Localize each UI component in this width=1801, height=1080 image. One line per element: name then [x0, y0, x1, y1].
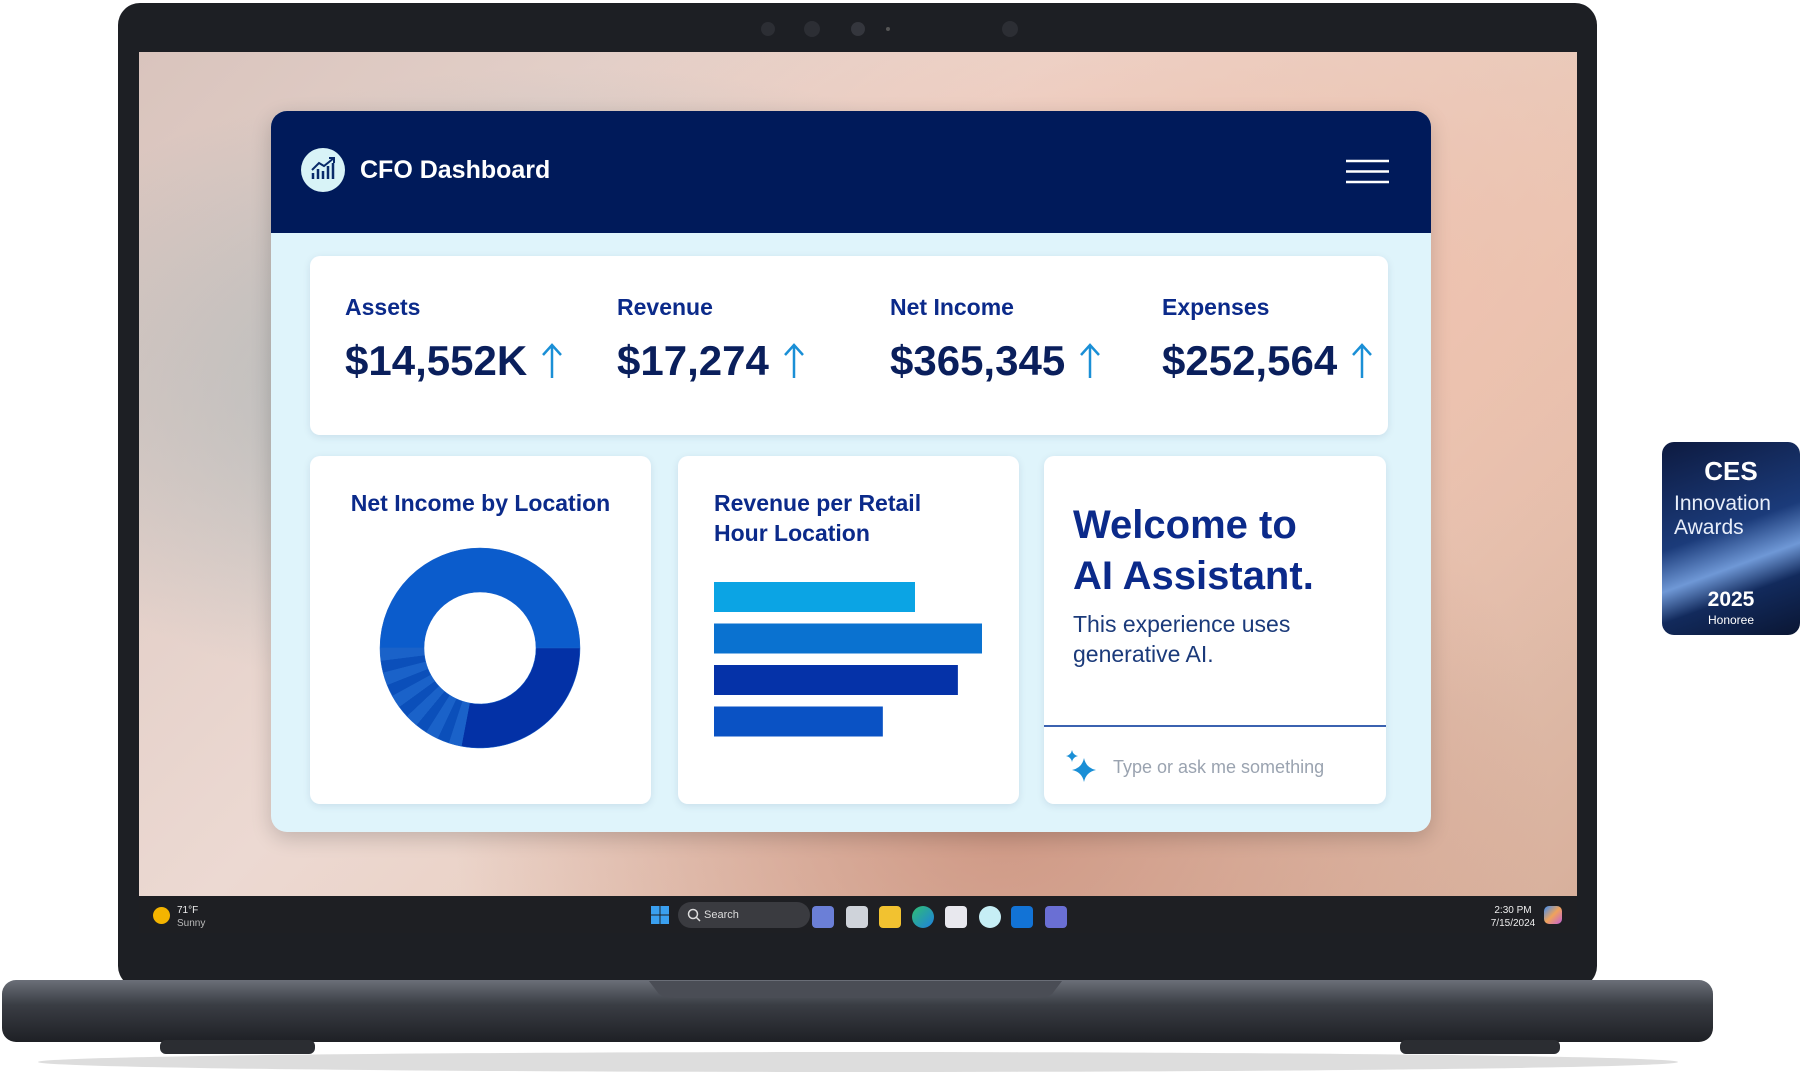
start-button[interactable] [651, 906, 669, 924]
foot [160, 1040, 315, 1054]
sensor [1002, 21, 1018, 37]
app-icon[interactable] [1045, 906, 1067, 928]
app-icon[interactable] [979, 906, 1001, 928]
kpi-value: $252,564 [1162, 337, 1338, 384]
base [2, 980, 1713, 1042]
trend-arrow [1080, 343, 1101, 378]
award-badge: CES Innovation Awards 2025 Honoree [1662, 442, 1800, 635]
foot [1400, 1040, 1560, 1054]
bar [714, 706, 883, 737]
kpi: Assets $14,552K [345, 294, 605, 385]
donut-slice [460, 647, 581, 749]
kpi-value: $17,274 [617, 337, 769, 384]
copilot-icon[interactable] [1544, 906, 1562, 924]
led [886, 27, 890, 31]
weather-icon[interactable] [153, 907, 170, 924]
logo [301, 148, 345, 192]
badge-status: Honoree [1707, 613, 1755, 627]
separator [1044, 725, 1386, 727]
bar-chart [714, 582, 982, 737]
clock-date: 7/15/2024 [1490, 918, 1536, 929]
camera [851, 22, 865, 36]
temperature: 71°F [177, 905, 199, 916]
app-icon[interactable] [846, 906, 868, 928]
chart-title: Net Income by Location [350, 490, 611, 516]
header: CFO Dashboard [271, 111, 1431, 233]
kpi-label: Expenses [1162, 294, 1270, 320]
app-icon[interactable] [1011, 906, 1033, 928]
app-title: CFO Dashboard [360, 156, 551, 184]
chart-card: Revenue per Retail Hour Location [678, 456, 1019, 804]
trend-arrow [1352, 343, 1373, 378]
screen: CFO Dashboard Assets $14,552K Revenue $17,2… [139, 52, 1577, 896]
kpi-label: Net Income [890, 294, 1014, 320]
bar [714, 582, 915, 612]
bar [714, 665, 958, 695]
app-icon[interactable] [945, 906, 967, 928]
kpi-row: $365,345 [890, 337, 1150, 385]
kpi-card: Assets $14,552K Revenue $17,274 Net Income $3… [310, 256, 1388, 435]
app-icon[interactable] [812, 906, 834, 928]
weather: Sunny [177, 918, 206, 929]
chart-card: Net Income by Location [310, 456, 651, 804]
assistant-card: Welcome to AI Assistant. This experience… [1044, 456, 1386, 804]
donut-slice [379, 547, 581, 649]
kpi-row: $17,274 [617, 337, 877, 385]
arrow-shape [783, 343, 804, 378]
app-icon[interactable] [912, 906, 934, 928]
donut-slice [379, 647, 425, 661]
search-box[interactable] [678, 902, 810, 928]
sensor [804, 21, 820, 37]
menu-button[interactable] [1346, 159, 1389, 184]
notch [649, 981, 1062, 998]
sparkle-icon [1066, 750, 1096, 782]
kpi: Revenue $17,274 [617, 294, 877, 385]
assistant-title: Welcome to AI Assistant. [1073, 503, 1314, 598]
kpi: Expenses $252,564 [1162, 294, 1422, 385]
badge-brand: CES [1704, 456, 1758, 486]
arrow-shape [1352, 343, 1373, 378]
trend-arrow [783, 343, 804, 378]
badge-award: Innovation Awards [1674, 492, 1771, 539]
app-icon[interactable] [879, 906, 901, 928]
trend-arrow [542, 343, 563, 378]
dashboard-window: CFO Dashboard Assets $14,552K Revenue $17,2… [271, 111, 1431, 832]
bar [714, 623, 982, 654]
assistant-subtitle: This experience uses generative AI. [1073, 611, 1291, 667]
chat-input[interactable]: Type or ask me something [1113, 757, 1325, 777]
shadow [38, 1052, 1678, 1072]
kpi-value: $14,552K [345, 337, 528, 384]
sensor [761, 22, 775, 36]
arrow-shape [542, 343, 563, 378]
kpi: Net Income $365,345 [890, 294, 1150, 385]
kpi-label: Revenue [617, 294, 713, 320]
kpi-row: $252,564 [1162, 337, 1422, 385]
kpi-value: $365,345 [890, 337, 1066, 384]
chart-title: Revenue per Retail Hour Location [714, 490, 922, 546]
search-icon [687, 908, 701, 922]
clock-time: 2:30 PM [1494, 905, 1532, 916]
arrow-shape [1080, 343, 1101, 378]
badge-year: 2025 [1707, 588, 1755, 611]
kpi-label: Assets [345, 294, 421, 320]
search-label: Search [704, 909, 739, 921]
kpi-row: $14,552K [345, 337, 605, 385]
donut-chart [379, 547, 581, 749]
